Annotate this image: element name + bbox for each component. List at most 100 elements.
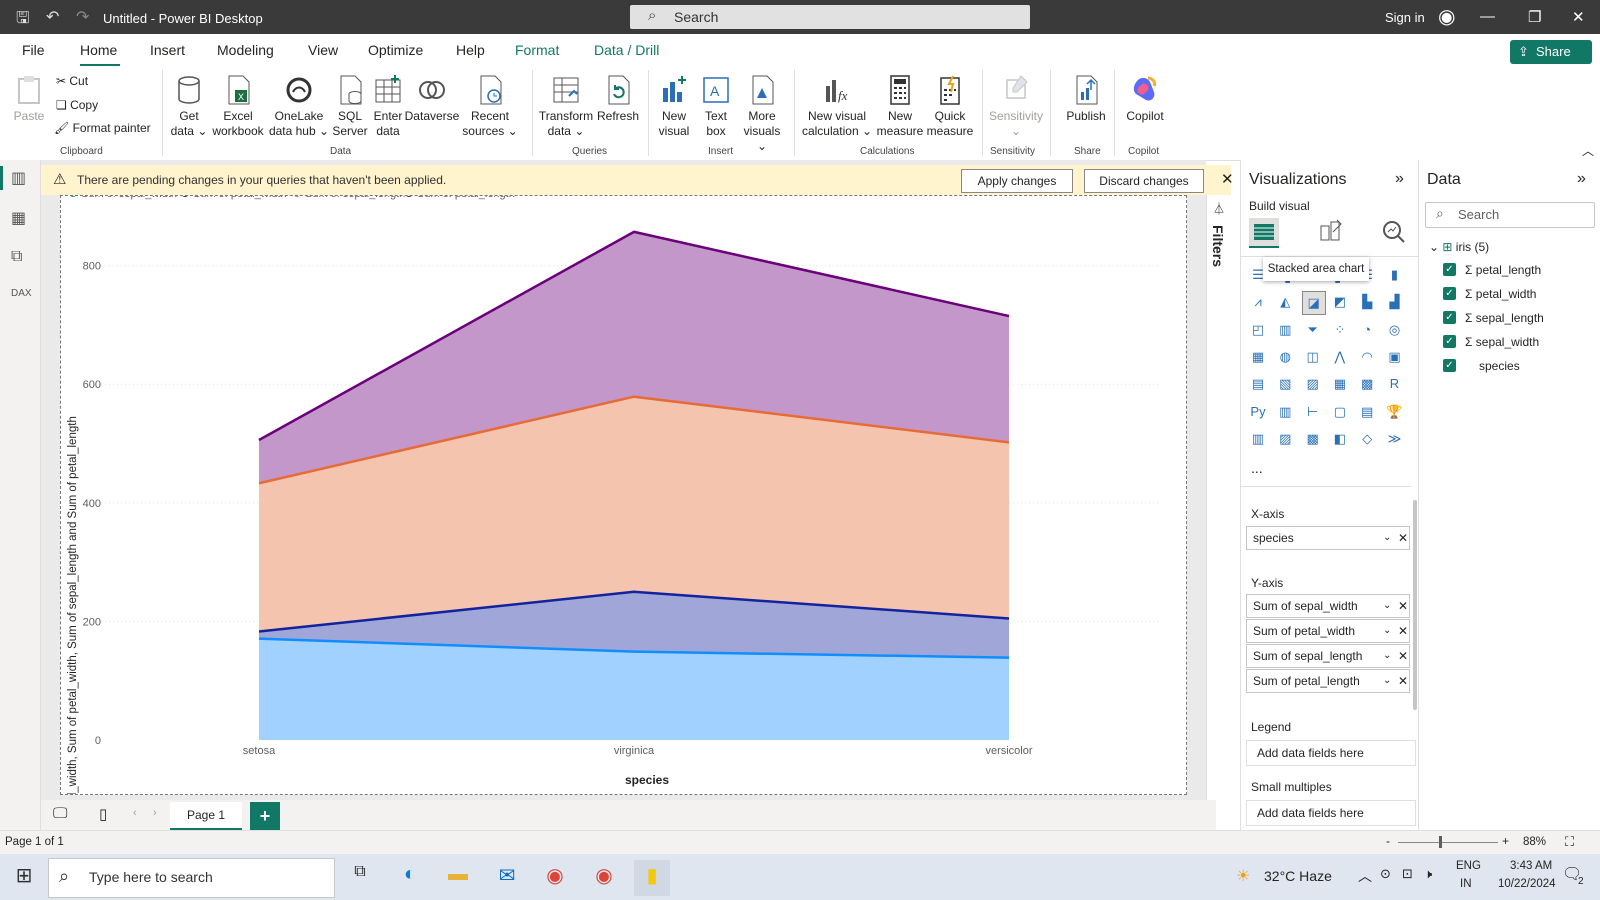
network-icon[interactable]: ⊡	[1402, 866, 1413, 881]
qna-icon[interactable]: ▢	[1333, 403, 1347, 419]
checkbox-checked[interactable]: ✓	[1443, 263, 1456, 276]
edge-icon[interactable]: ◐	[403, 863, 417, 885]
legend-entry[interactable]: Sum of sepal_width	[81, 188, 177, 200]
arcgis-icon[interactable]: ◧	[1333, 430, 1347, 446]
new-visual-button[interactable]: New visual	[656, 74, 692, 139]
x-axis-field[interactable]: species ⌄ ✕	[1246, 526, 1410, 550]
remove-field-icon[interactable]: ✕	[1398, 599, 1409, 613]
tab-format[interactable]: Format	[515, 42, 560, 58]
table-view-icon[interactable]: ▦	[11, 210, 27, 227]
area-0[interactable]	[259, 638, 1009, 740]
close-icon[interactable]: ✕	[1572, 9, 1585, 26]
scatter-icon[interactable]: ⁘	[1334, 321, 1346, 337]
series-line-2[interactable]	[258, 395, 1010, 485]
legend-entry[interactable]: Sum of sepal_length	[305, 188, 405, 200]
zoom-slider-thumb[interactable]	[1439, 836, 1442, 848]
desktop-layout-icon[interactable]: 🖵	[53, 805, 68, 822]
series-line-0[interactable]	[258, 637, 1010, 659]
series-line-1[interactable]	[258, 590, 1010, 633]
tab-insert[interactable]: Insert	[150, 42, 186, 58]
share-button[interactable]: ⇪ Share	[1510, 40, 1592, 64]
collapse-data-pane-icon[interactable]: »	[1577, 170, 1586, 187]
small-multiples-drop-zone[interactable]: Add data fields here	[1246, 800, 1416, 826]
get-data-button[interactable]: Get data ⌄	[168, 74, 210, 139]
chevron-down-icon[interactable]: ⌄	[1383, 650, 1392, 661]
quick-measure-button[interactable]: Quick measure	[926, 74, 974, 139]
table-iris[interactable]: ⌄ ⊞ iris (5)	[1429, 240, 1489, 254]
model-view-icon[interactable]: ⧉	[11, 248, 23, 265]
dax-query-view-icon[interactable]: DAX	[11, 288, 32, 299]
gauge-icon[interactable]: ◠	[1361, 348, 1373, 364]
zoom-slider[interactable]	[1398, 842, 1498, 843]
tab-modeling[interactable]: Modeling	[217, 42, 274, 58]
checkbox-checked[interactable]: ✓	[1443, 287, 1456, 300]
legend-drop-zone[interactable]: Add data fields here	[1246, 740, 1416, 766]
tab-view[interactable]: View	[308, 42, 339, 58]
undo-icon[interactable]: ↶	[46, 9, 60, 26]
kpi-icon[interactable]: ▧	[1279, 376, 1292, 392]
report-view-icon[interactable]: ▥	[11, 170, 27, 187]
remove-field-icon[interactable]: ✕	[1398, 649, 1409, 663]
funnel-icon[interactable]: ⏷	[1307, 321, 1318, 337]
close-banner-icon[interactable]: ✕	[1221, 171, 1234, 188]
prev-page-icon[interactable]: ‹	[133, 807, 137, 819]
remove-field-icon[interactable]: ✕	[1398, 674, 1409, 688]
page-tab[interactable]: Page 1	[170, 802, 242, 831]
paginated-report-icon[interactable]: ▥	[1251, 430, 1265, 446]
filters-pane-collapsed[interactable]: ⏃ Filters	[1206, 195, 1232, 800]
power-automate-icon[interactable]: ▩	[1306, 430, 1319, 446]
r-visual-icon[interactable]: R	[1389, 376, 1400, 392]
collapse-pane-icon[interactable]: »	[1395, 170, 1404, 187]
checkbox-checked[interactable]: ✓	[1443, 311, 1456, 324]
chrome-icon[interactable]: ◉	[546, 865, 564, 887]
chevron-down-icon[interactable]: ⌄	[1429, 240, 1443, 254]
more-visuals-ellipsis[interactable]: ...	[1251, 460, 1263, 476]
chevron-down-icon[interactable]: ⌄	[1383, 625, 1392, 636]
tab-home[interactable]: Home	[80, 42, 118, 58]
legend-entry[interactable]: Sum of petal_length	[417, 188, 515, 200]
maximize-icon[interactable]: ❐	[1528, 9, 1542, 26]
y-axis-field[interactable]: Sum of petal_width ⌄ ✕	[1246, 619, 1410, 643]
paste-button[interactable]: Paste	[10, 74, 48, 124]
new-visual-calculation-button[interactable]: fx New visual calculation ⌄	[800, 74, 874, 139]
slicer-icon[interactable]: ▨	[1306, 376, 1319, 392]
onelake-button[interactable]: OneLake data hub ⌄	[268, 74, 330, 139]
pane-scrollbar[interactable]	[1413, 500, 1417, 710]
tab-file[interactable]: File	[22, 42, 45, 58]
area-1[interactable]	[259, 591, 1009, 658]
line-clustered-column-icon[interactable]: ▟	[1389, 294, 1400, 310]
area-3[interactable]	[259, 231, 1009, 484]
tab-help[interactable]: Help	[456, 42, 485, 58]
excel-workbook-button[interactable]: X Excel workbook	[210, 74, 266, 139]
clock-time[interactable]: 3:43 AM	[1510, 860, 1553, 872]
diamond-icon[interactable]: ◇	[1362, 430, 1373, 446]
checkbox-checked[interactable]: ✓	[1443, 335, 1456, 348]
series-line-3[interactable]	[258, 230, 1010, 442]
zoom-in-icon[interactable]: +	[1502, 834, 1510, 848]
next-page-icon[interactable]: ›	[153, 807, 157, 819]
ribbon-icon[interactable]: ◰	[1251, 321, 1265, 337]
notifications-icon[interactable]: 🗨	[1562, 866, 1583, 883]
field-petal-width[interactable]: ✓ Σ petal_width	[1443, 287, 1536, 305]
multi-row-card-icon[interactable]: ▤	[1251, 376, 1265, 392]
pie-icon[interactable]: ◔	[1363, 321, 1372, 337]
task-view-icon[interactable]: ⧉	[354, 863, 366, 880]
smart-narrative-icon[interactable]: ▤	[1361, 403, 1374, 419]
map-icon[interactable]: ◍	[1279, 348, 1291, 364]
100-stacked-column-icon[interactable]: ▮	[1390, 267, 1399, 282]
windows-start-icon[interactable]: ⊞	[15, 865, 33, 887]
new-measure-button[interactable]: New measure	[876, 74, 924, 139]
dataverse-button[interactable]: Dataverse	[404, 74, 460, 124]
chevron-down-icon[interactable]: ⌄	[1383, 675, 1392, 686]
legend-entry[interactable]: Sum of petal_width	[193, 188, 287, 200]
waterfall-icon[interactable]: ▥	[1279, 321, 1292, 337]
more-visuals-button[interactable]: More visuals ⌄	[738, 74, 786, 154]
file-explorer-icon[interactable]: ▬	[448, 863, 468, 885]
mobile-layout-icon[interactable]: ▯	[99, 806, 108, 823]
clock-date[interactable]: 10/22/2024	[1498, 878, 1556, 890]
line-icon[interactable]: ⩘	[1254, 294, 1262, 310]
publish-button[interactable]: Publish	[1064, 74, 1108, 124]
stacked-area-icon[interactable]: ◪	[1301, 291, 1326, 316]
volume-icon[interactable]: 🕨	[1424, 866, 1433, 881]
format-painter-button[interactable]: 🖌 Format painter	[54, 121, 151, 135]
